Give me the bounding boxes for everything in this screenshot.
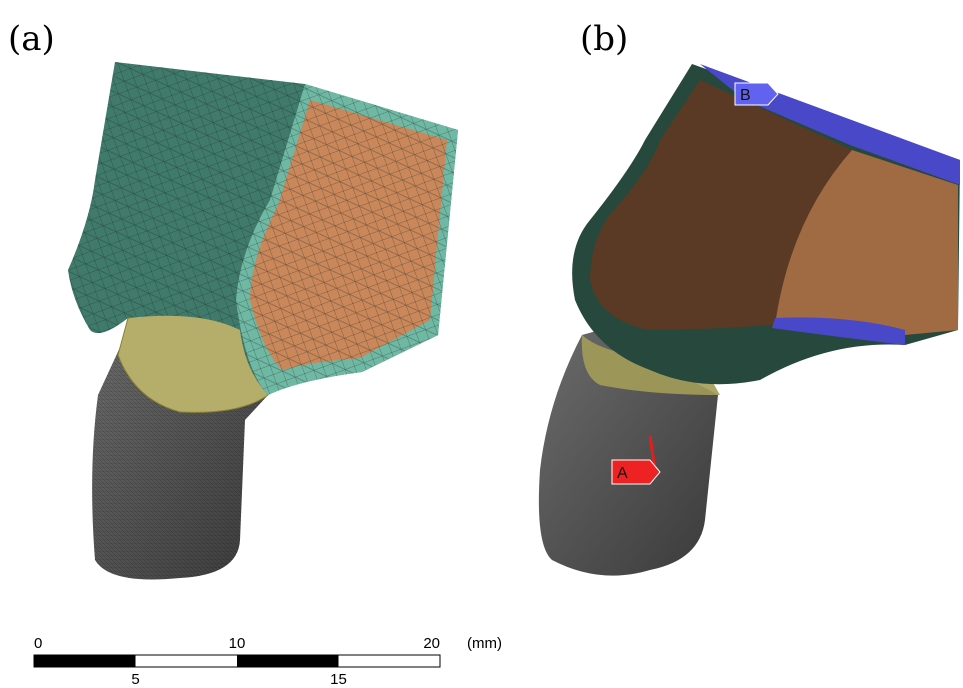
panel-label: (a) (8, 19, 55, 59)
scale-bar: (mm) 0 10 20 5 15 (34, 635, 502, 688)
scale-bar-segment (34, 655, 136, 667)
scale-bar-segment (237, 655, 339, 667)
panel-a: (a) (8, 19, 458, 580)
scale-unit: (mm) (467, 635, 502, 652)
scale-label: 0 (34, 635, 42, 652)
panel-b: (b) B A (539, 19, 960, 576)
marker-label: B (740, 87, 751, 104)
scale-label: 20 (423, 635, 440, 652)
scale-label: 5 (131, 671, 139, 688)
panel-label: (b) (580, 19, 628, 59)
figure: (a) (b) B A (mm) 0 10 20 5 15 (0, 0, 963, 688)
scale-label: 10 (229, 635, 246, 652)
marker-label: A (617, 465, 628, 482)
scale-label: 15 (330, 671, 347, 688)
